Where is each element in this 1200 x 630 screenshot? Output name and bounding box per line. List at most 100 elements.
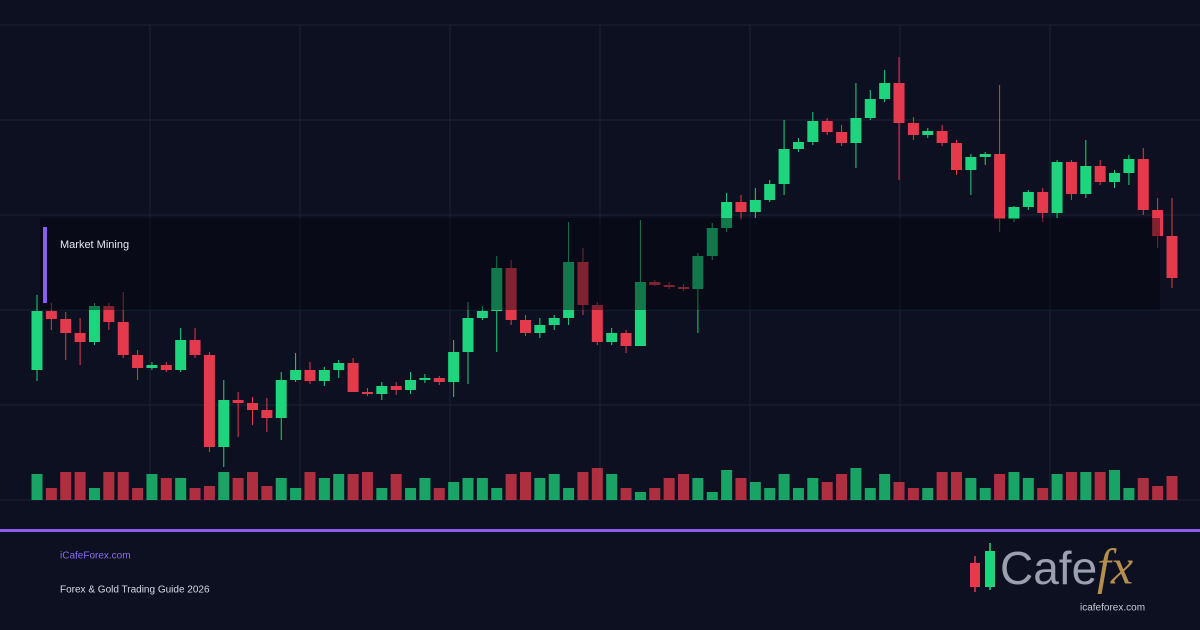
volume-bar	[261, 486, 273, 500]
volume-bar	[390, 474, 402, 500]
candle-body	[678, 287, 690, 289]
volume-bar	[1022, 478, 1034, 500]
candle-body	[275, 380, 287, 418]
candle-body	[519, 320, 531, 333]
volume-bar	[405, 488, 417, 500]
volume-bar	[318, 478, 330, 500]
volume-bar	[117, 472, 129, 500]
candle-body	[1065, 162, 1077, 194]
volume-bar	[433, 488, 445, 500]
volume-bar	[563, 488, 575, 500]
candle-body	[735, 202, 747, 212]
volume-bar	[491, 488, 503, 500]
volume-bar	[419, 478, 431, 500]
volume-bar	[706, 492, 718, 500]
candle-body	[361, 392, 373, 394]
candle-body	[1152, 210, 1164, 236]
volume-bar	[1123, 488, 1135, 500]
candle-body	[419, 378, 431, 380]
candle-body	[692, 256, 704, 289]
candle-body	[563, 262, 575, 318]
candle-body	[88, 306, 100, 342]
volume-bar	[103, 472, 115, 500]
logo-candle	[970, 563, 980, 587]
logo-candle	[985, 551, 995, 587]
candle-body	[1137, 159, 1149, 210]
candle-body	[965, 157, 977, 170]
volume-bar	[893, 482, 905, 500]
candle-body	[247, 403, 259, 410]
candle-body	[879, 83, 891, 99]
volume-bar	[764, 488, 776, 500]
volume-bar	[922, 488, 934, 500]
candle-body	[663, 285, 675, 287]
volume-bar	[146, 474, 158, 500]
candle-body	[1123, 159, 1135, 173]
candle-body	[1166, 236, 1178, 278]
candle-body	[764, 184, 776, 200]
volume-bar	[1109, 470, 1121, 500]
volume-bar	[663, 478, 675, 500]
candle-body	[821, 121, 833, 132]
divider	[0, 529, 1200, 532]
candle-body	[979, 154, 991, 157]
accent-bar	[43, 227, 47, 303]
volume-bar	[175, 478, 187, 500]
volume-bar	[1137, 478, 1149, 500]
volume-bar	[1094, 472, 1106, 500]
candle-body	[836, 132, 848, 143]
candle-body	[304, 370, 316, 381]
candle-body	[1037, 192, 1049, 213]
volume-bar	[290, 488, 302, 500]
volume-bar	[275, 478, 287, 500]
candle-body	[1008, 207, 1020, 219]
candle-body	[175, 340, 187, 370]
volume-bar	[864, 488, 876, 500]
volume-bar	[476, 478, 488, 500]
candle-body	[778, 149, 790, 184]
candle-body	[160, 365, 172, 370]
volume-bar	[203, 486, 215, 500]
volume-bar	[1166, 476, 1178, 500]
candle-body	[1022, 192, 1034, 207]
volume-bar	[132, 488, 144, 500]
candle-body	[649, 282, 661, 285]
candle-body	[261, 410, 273, 418]
candle-body	[864, 99, 876, 118]
candle-body	[893, 83, 905, 123]
candles	[31, 57, 1178, 500]
candle-body	[333, 363, 345, 370]
candle-body	[448, 352, 460, 382]
candle-body	[1051, 162, 1063, 213]
volume-bar	[907, 488, 919, 500]
volume-bar	[634, 492, 646, 500]
candle-body	[132, 355, 144, 368]
volume-bar	[836, 474, 848, 500]
candle-body	[936, 131, 948, 143]
volume-bar	[965, 478, 977, 500]
volume-bar	[218, 472, 230, 500]
candle-body	[45, 311, 57, 319]
candle-body	[850, 118, 862, 143]
volume-bar	[45, 488, 57, 500]
volume-bar	[721, 470, 733, 500]
candle-body	[1094, 166, 1106, 182]
candle-body	[218, 400, 230, 447]
volume-bar	[1008, 472, 1020, 500]
volume-bar	[88, 488, 100, 500]
logo: Cafe fx icafeforex.com	[970, 538, 1145, 614]
candle-body	[232, 400, 244, 403]
volume-bar	[591, 468, 603, 500]
volume-bar	[189, 488, 201, 500]
volume-bar	[160, 478, 172, 500]
candle-body	[103, 306, 115, 322]
volume-bar	[247, 472, 259, 500]
candle-body	[476, 311, 488, 318]
volume-bar	[376, 488, 388, 500]
volume-bar	[74, 472, 86, 500]
volume-bar	[232, 478, 244, 500]
volume-bar	[347, 474, 359, 500]
candle-body	[807, 121, 819, 142]
candle-body	[591, 305, 603, 342]
candle-body	[922, 131, 934, 135]
